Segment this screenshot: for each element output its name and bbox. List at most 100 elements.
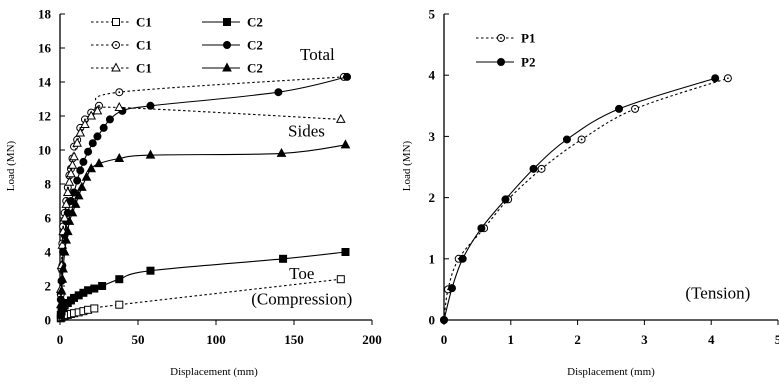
left-data-point [114,101,125,111]
left-data-point [57,273,68,283]
right-data-point-center [540,167,543,170]
right-y-tick-label: 4 [429,68,436,83]
left-data-point [88,139,97,148]
left-legend-marker-center [115,44,117,46]
right-y-tick-label: 3 [429,129,436,144]
left-legend-entry: C2 [202,61,263,76]
left-legend-marker [223,18,231,26]
left-annotation: (Compression) [251,290,352,309]
right-legend-label: P1 [521,31,535,46]
right-data-point [615,104,624,113]
right-legend-marker-center [500,37,502,39]
right-y-axis-label: Load (MN) [401,140,413,191]
compression-chart: Load (MN) Displacement (mm) 0 2 4 6 8 10 12 14 1… [5,7,382,379]
left-data-point [73,190,84,200]
right-data-point-center [580,138,583,141]
tension-chart: Load (MN) Displacement (mm) 0 1 2 3 4 5 0 1 2 3 4 5… [401,7,779,379]
left-data-point [62,186,73,196]
right-data-point [562,135,571,144]
right-x-axis-label: Displacement (mm) [567,366,655,378]
left-data-point [56,285,67,295]
left-legend-entry: C2 [202,15,263,30]
left-y-axis-label: Load (MN) [5,140,17,191]
left-data-point [80,118,90,128]
right-x-tick-label: 1 [508,332,515,347]
left-legend-label: C2 [247,15,263,30]
left-data-point [98,282,107,290]
left-data-point [336,275,345,284]
left-legend-marker [112,18,120,26]
left-data-point [115,275,124,284]
left-data-point [73,176,82,185]
left-data-point [99,123,108,132]
left-data-point [146,101,155,110]
right-data-point-center [634,107,636,110]
right-data-point [501,195,510,204]
left-data-point [343,72,352,81]
left-data-point [67,159,78,169]
right-data-point [477,224,486,233]
left-x-tick-label: 150 [284,332,304,347]
right-series-p2 [440,74,720,324]
left-annotation: Toe [289,264,314,283]
left-series-sides-c1 [55,101,346,293]
left-data-point-center [118,91,121,94]
right-data-point [529,164,538,173]
right-data-point [448,284,457,293]
left-data-point [340,139,351,149]
left-data-point [90,304,99,313]
left-data-point [93,132,102,141]
left-data-point [70,198,81,208]
left-data-point [115,300,124,309]
right-legend-label: P2 [521,55,535,70]
left-data-point [114,152,125,162]
right-x-tick-label: 0 [441,332,448,347]
right-legend-entry: P1 [476,31,535,46]
right-series-line [443,77,716,321]
right-x-tick-label: 2 [574,332,581,347]
left-y-tick-label: 10 [38,143,51,158]
left-y-tick-label: 8 [45,177,52,192]
left-data-point [67,207,78,217]
left-legend-label: C1 [136,61,152,76]
left-y-tick-label: 4 [45,245,52,260]
left-data-point [66,197,75,205]
right-data-point [440,316,448,324]
left-legend-marker [222,62,232,72]
left-data-point [279,254,288,263]
left-data-point [76,166,85,175]
left-data-point [90,284,99,293]
left-legend-label: C1 [136,15,152,30]
left-legend: C1 C2 C1 C2 C1 C2 [91,15,263,76]
left-data-point [61,234,72,244]
left-legend-entry: C1 [91,15,152,30]
left-data-point [59,212,70,222]
left-data-point [274,88,283,97]
left-x-axis-label: Displacement (mm) [170,366,258,378]
left-data-point [55,299,66,309]
left-data-point [94,158,104,168]
left-data-point [66,168,76,178]
left-y-tick-label: 6 [45,211,52,226]
left-legend-label: C2 [247,61,263,76]
left-data-point-center [98,104,100,107]
left-data-point [84,147,93,156]
left-legend-marker [223,41,231,49]
left-data-point [72,137,82,147]
left-data-point [86,110,97,120]
left-x-tick-label: 50 [132,332,145,347]
left-y-tick-label: 18 [38,7,52,22]
left-annotation: Total [300,45,335,64]
right-legend-marker [497,58,505,66]
left-data-point [59,246,70,256]
left-data-point [64,215,75,225]
left-data-point [146,266,155,275]
left-data-point [86,163,97,173]
left-data-point [61,198,72,208]
right-annotation: (Tension) [685,284,750,303]
left-data-point [81,171,92,181]
left-legend-marker [111,62,121,72]
right-x-tick-label: 5 [775,332,779,347]
left-data-point [79,157,88,166]
